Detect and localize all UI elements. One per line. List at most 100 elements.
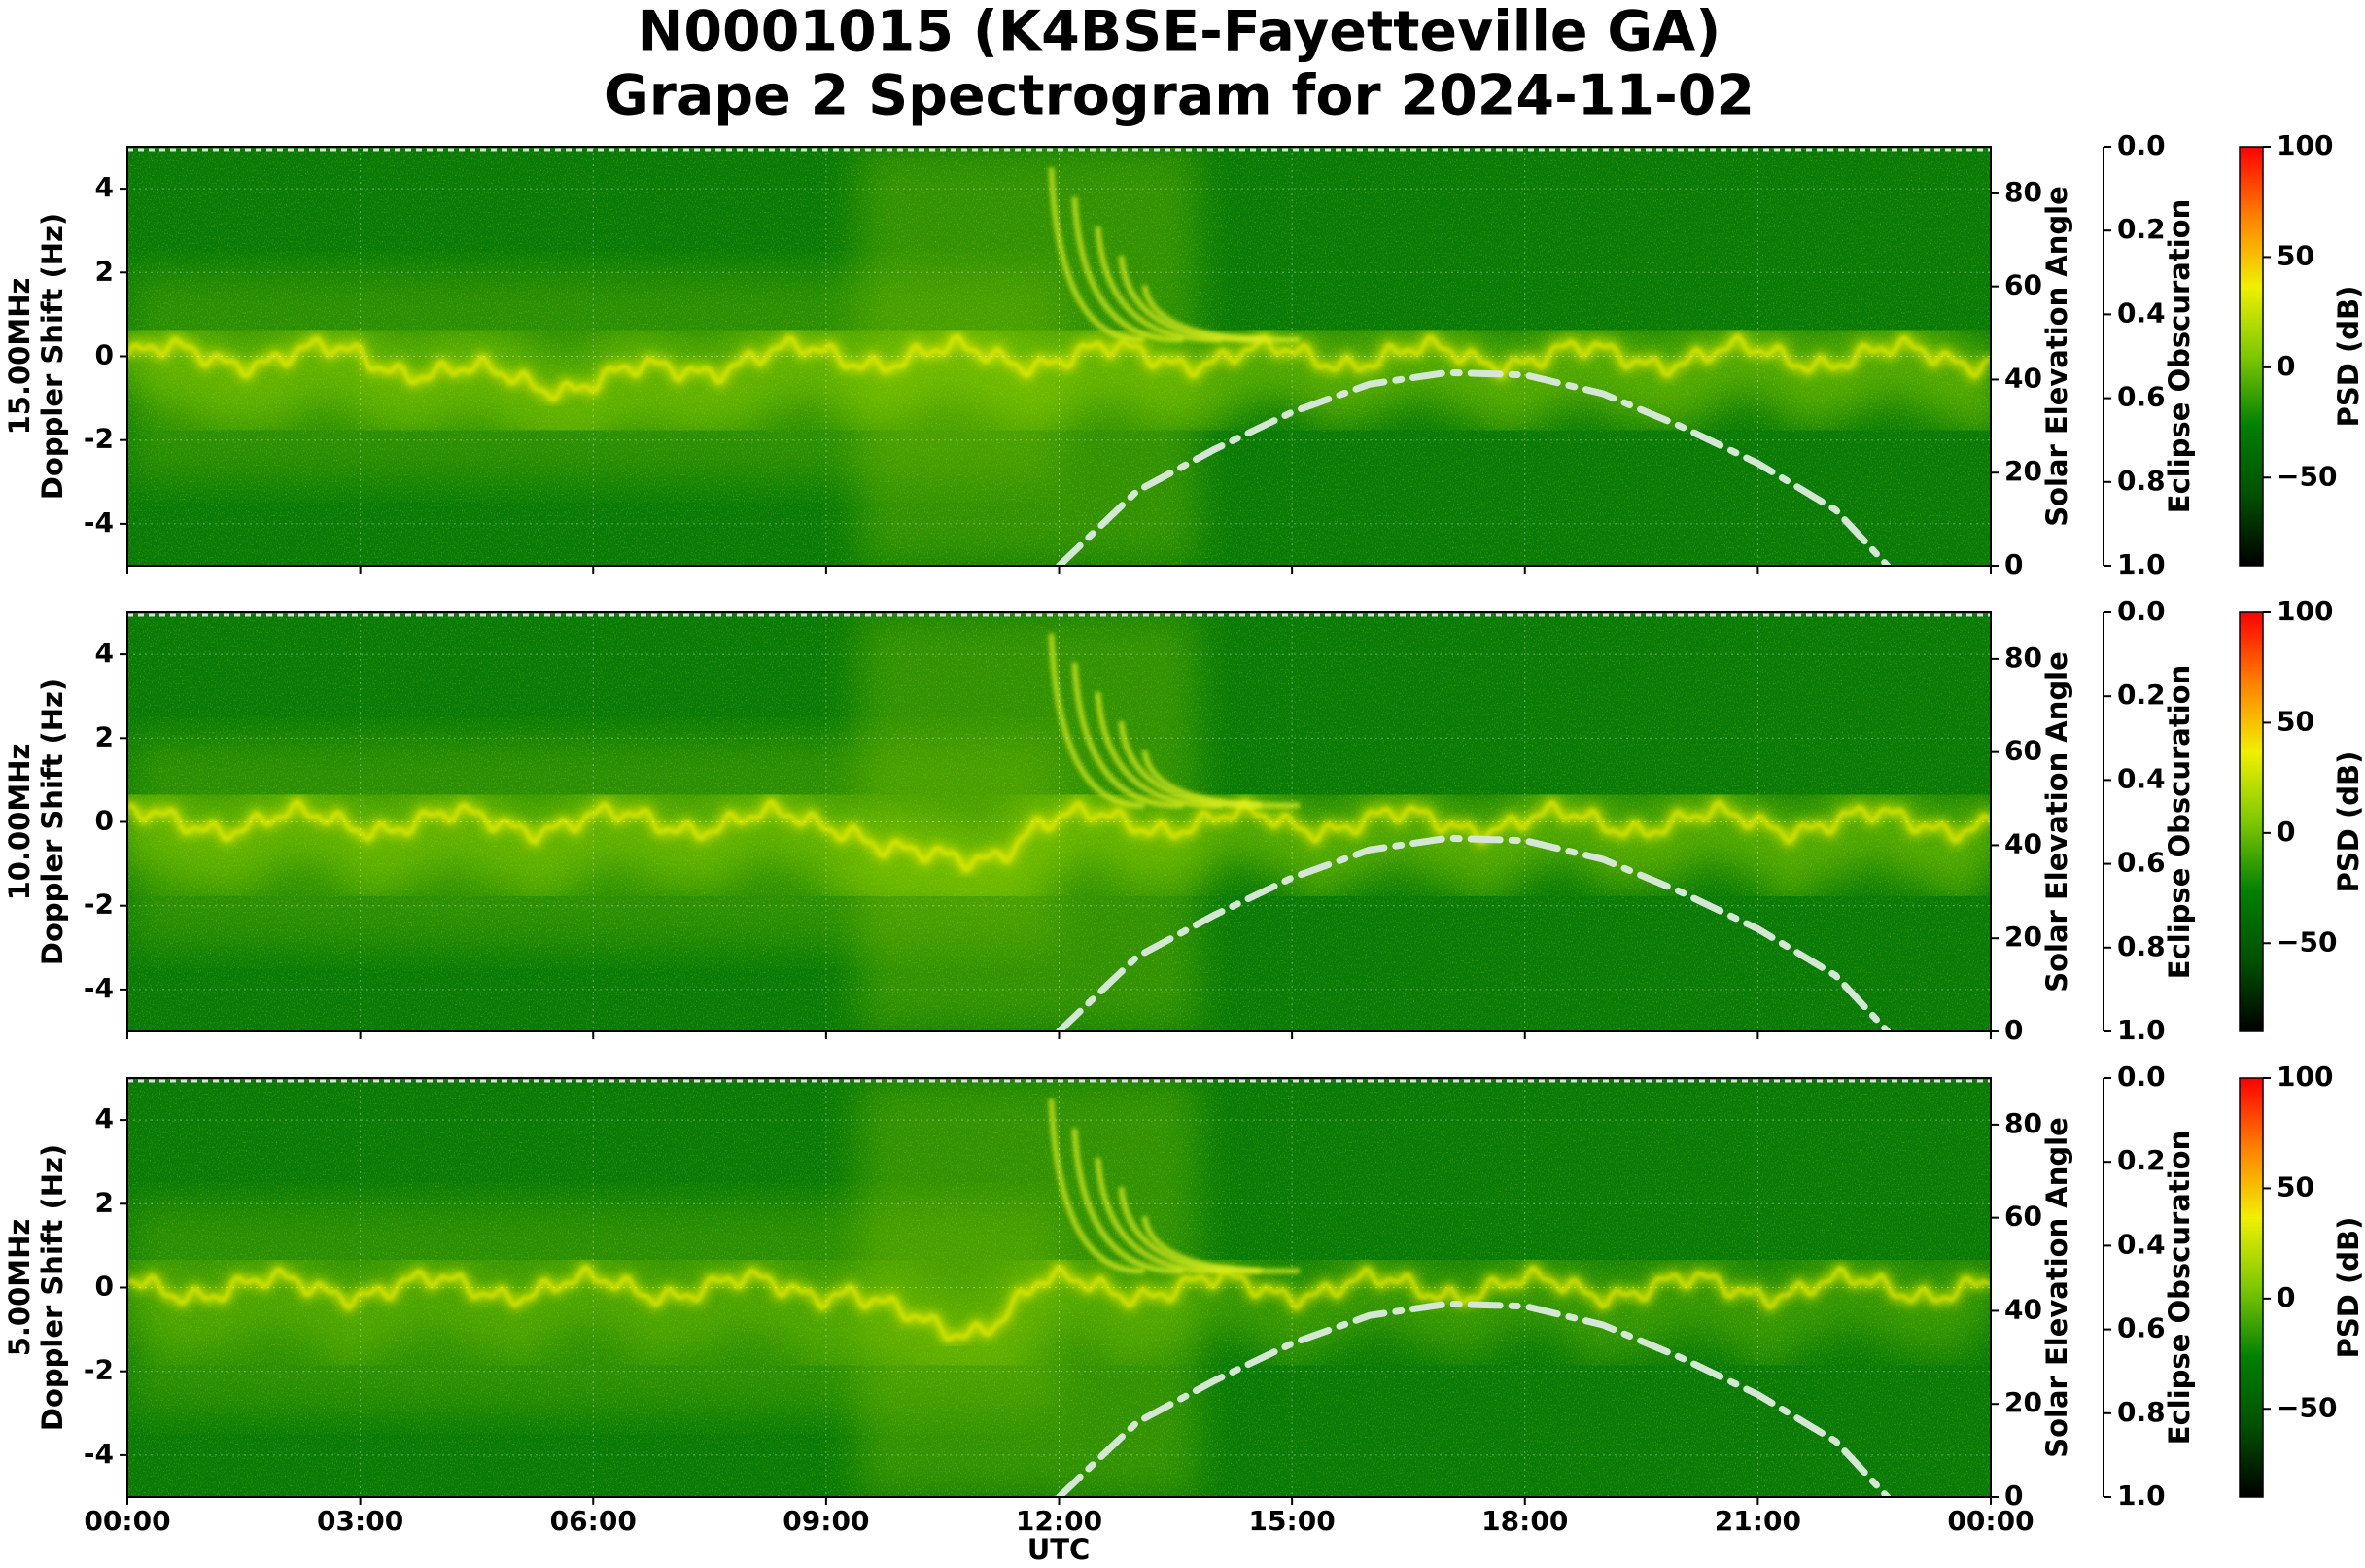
y-tick-label: 4 (95, 1102, 114, 1134)
y-axis-label: Doppler Shift (Hz) (36, 213, 69, 500)
y3-tick-label: 0.4 (2117, 1228, 2166, 1260)
x-tick-label: 09:00 (783, 1505, 869, 1537)
colorbar-tick-label: −50 (2277, 1391, 2337, 1423)
colorbar-tick-label: 0 (2277, 1281, 2295, 1313)
y3-tick-label: 0.4 (2117, 296, 2166, 329)
y2-tick-label: 80 (2004, 1107, 2042, 1139)
y3-tick-label: 0.8 (2117, 465, 2166, 497)
colorbar-tick-label: 50 (2277, 239, 2314, 271)
y3-tick-label: 0.0 (2117, 595, 2166, 627)
y3-axis-label: Eclipse Obscuration (2163, 199, 2196, 513)
y-axis-label: Doppler Shift (Hz) (36, 679, 69, 965)
y3-tick-label: 0.4 (2117, 762, 2166, 794)
colorbar-tick-label: 100 (2277, 1061, 2333, 1093)
y2-axis-label: Solar Elevation Angle (2040, 1117, 2073, 1458)
y2-tick-label: 60 (2004, 269, 2042, 301)
y3-tick-label: 1.0 (2117, 1480, 2166, 1512)
x-tick-label: 21:00 (1715, 1505, 1801, 1537)
y2-tick-label: 40 (2004, 1293, 2042, 1325)
elevation-curve (1056, 834, 1892, 1031)
x-tick-label: 00:00 (1947, 1505, 2034, 1537)
y2-tick-label: 60 (2004, 1201, 2042, 1233)
y2-tick-label: 20 (2004, 455, 2042, 487)
y-tick-label: 2 (95, 720, 114, 752)
title-line: N0001015 (K4BSE-Fayetteville GA) (638, 0, 1722, 64)
y-axis-label: 15.00MHz (3, 278, 36, 436)
colorbar-tick-label: 50 (2277, 705, 2314, 737)
y2-tick-label: 0 (2004, 548, 2023, 580)
y-tick-label: 4 (95, 171, 114, 203)
noise (127, 1078, 1991, 1497)
y2-tick-label: 20 (2004, 1386, 2042, 1418)
colorbar-label: PSD (dB) (2332, 751, 2365, 893)
spectrogram (127, 147, 1991, 566)
x-tick-label: 12:00 (1016, 1505, 1102, 1537)
y-tick-label: -2 (84, 889, 114, 921)
y2-axis-label: Solar Elevation Angle (2040, 651, 2073, 993)
noise (127, 147, 1991, 566)
x-tick-label: 06:00 (550, 1505, 637, 1537)
y3-tick-label: 0.0 (2117, 129, 2166, 161)
colorbar-tick-label: 50 (2277, 1170, 2314, 1202)
y2-tick-label: 40 (2004, 362, 2042, 394)
y2-axis-label: Solar Elevation Angle (2040, 186, 2073, 527)
colorbar-tick-label: 100 (2277, 129, 2333, 161)
y3-tick-label: 0.2 (2117, 213, 2166, 245)
y2-tick-label: 0 (2004, 1014, 2023, 1046)
elevation-curve (1056, 368, 1892, 566)
y3-tick-label: 0.8 (2117, 930, 2166, 962)
spectrogram (127, 1078, 1991, 1497)
y-axis-label: 5.00MHz (3, 1219, 36, 1357)
title-line: Grape 2 Spectrogram for 2024-11-02 (604, 64, 1755, 128)
colorbar (2239, 611, 2264, 1032)
colorbar-tick-label: 0 (2277, 350, 2295, 382)
y-tick-label: -4 (84, 506, 114, 539)
x-tick-label: 15:00 (1249, 1505, 1336, 1537)
y-tick-label: -4 (84, 1438, 114, 1470)
colorbar-label: PSD (dB) (2332, 286, 2365, 428)
y3-tick-label: 0.2 (2117, 679, 2166, 711)
y-tick-label: 2 (95, 1186, 114, 1218)
y2-tick-label: 80 (2004, 642, 2042, 674)
colorbar-tick-label: −50 (2277, 925, 2337, 958)
y3-tick-label: 1.0 (2117, 548, 2166, 580)
y3-tick-label: 0.0 (2117, 1061, 2166, 1093)
y3-tick-label: 0.6 (2117, 1312, 2166, 1344)
noise (127, 612, 1991, 1031)
y-axis-label: Doppler Shift (Hz) (36, 1144, 69, 1431)
y3-axis-label: Eclipse Obscuration (2163, 665, 2196, 979)
y3-tick-label: 0.2 (2117, 1144, 2166, 1176)
y3-tick-label: 0.6 (2117, 381, 2166, 413)
colorbar-tick-label: 0 (2277, 816, 2295, 848)
y3-tick-label: 0.8 (2117, 1396, 2166, 1428)
y3-tick-label: 1.0 (2117, 1014, 2166, 1046)
x-tick-label: 00:00 (84, 1505, 170, 1537)
y-tick-label: 0 (95, 1271, 114, 1303)
y2-tick-label: 80 (2004, 176, 2042, 208)
y-tick-label: 0 (95, 805, 114, 837)
colorbar-tick-label: 100 (2277, 595, 2333, 627)
x-tick-label: 03:00 (317, 1505, 403, 1537)
y2-tick-label: 40 (2004, 827, 2042, 859)
y-tick-label: -2 (84, 423, 114, 455)
y3-tick-label: 0.6 (2117, 847, 2166, 879)
y-tick-label: 2 (95, 255, 114, 287)
y-tick-label: -2 (84, 1354, 114, 1386)
y-tick-label: 0 (95, 339, 114, 371)
colorbar-label: PSD (dB) (2332, 1217, 2365, 1359)
y-tick-label: -4 (84, 972, 114, 1004)
y2-tick-label: 20 (2004, 921, 2042, 953)
colorbar (2239, 146, 2264, 567)
colorbar (2239, 1077, 2264, 1498)
x-tick-label: 18:00 (1481, 1505, 1568, 1537)
elevation-curve (1056, 1300, 1892, 1497)
y2-tick-label: 60 (2004, 735, 2042, 767)
spectrogram (127, 612, 1991, 1031)
y-tick-label: 4 (95, 637, 114, 669)
y2-tick-label: 0 (2004, 1480, 2023, 1512)
y3-axis-label: Eclipse Obscuration (2163, 1131, 2196, 1445)
colorbar-tick-label: −50 (2277, 460, 2337, 492)
x-axis-label: UTC (1027, 1533, 1091, 1566)
y-axis-label: 10.00MHz (3, 744, 36, 901)
